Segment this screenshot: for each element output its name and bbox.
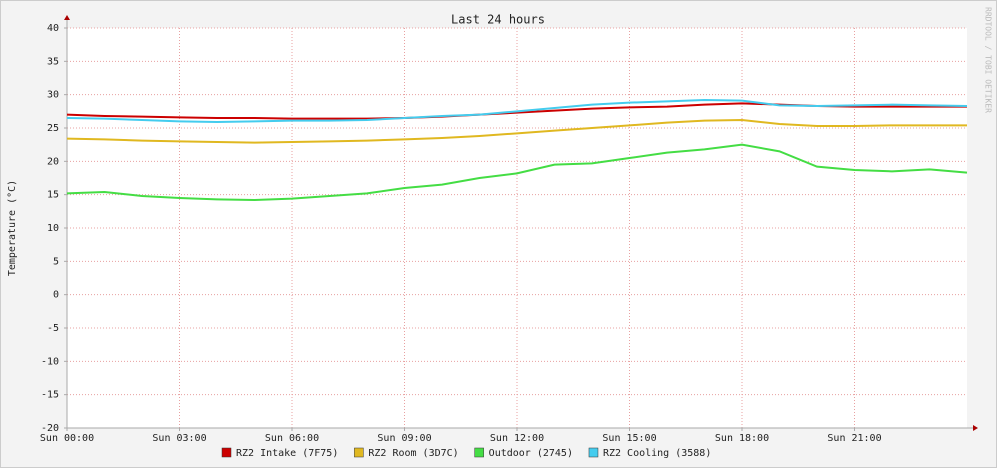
y-tick-label: 20 (47, 156, 59, 167)
y-axis-label: Temperature (°C) (7, 180, 18, 276)
legend-label: RZ2 Cooling (3588) (603, 448, 711, 459)
x-tick-label: Sun 15:00 (602, 433, 656, 444)
y-tick-label: -5 (47, 323, 59, 334)
y-tick-label: 40 (47, 23, 59, 34)
x-tick-label: Sun 21:00 (827, 433, 881, 444)
y-tick-label: 25 (47, 123, 59, 134)
series-line (66, 143, 968, 202)
y-tick-label: 30 (47, 90, 59, 101)
y-tick-label: -10 (41, 356, 59, 367)
legend-swatch (354, 447, 364, 458)
y-tick-label: -15 (41, 390, 59, 401)
chart-title: Last 24 hours (451, 13, 545, 27)
y-tick-label: -20 (41, 423, 59, 434)
x-tick-label: Sun 18:00 (715, 433, 769, 444)
x-tick-label: Sun 09:00 (377, 433, 431, 444)
y-tick-label: 0 (53, 290, 59, 301)
x-tick-label: Sun 00:00 (40, 433, 94, 444)
legend-swatch (221, 447, 232, 458)
legend-label: RZ2 Room (3D7C) (368, 448, 458, 459)
series-line (66, 118, 967, 144)
y-tick-label: 5 (53, 256, 59, 267)
x-tick-label: Sun 06:00 (265, 433, 319, 444)
axis-arrow (973, 425, 978, 431)
x-tick-label: Sun 03:00 (152, 433, 206, 444)
y-tick-label: 35 (47, 56, 59, 67)
x-tick-label: Sun 12:00 (490, 433, 544, 444)
legend-swatch (588, 447, 599, 458)
legend-label: Outdoor (2745) (489, 448, 573, 459)
legend-label: RZ2 Intake (7F75) (236, 448, 338, 459)
side-text: RRDTOOL / TOBI OETIKER (984, 7, 993, 113)
y-tick-label: 10 (47, 223, 59, 234)
series-line (66, 98, 968, 124)
axis-arrow (64, 15, 70, 20)
legend-swatch (474, 447, 484, 458)
y-tick-label: 15 (47, 190, 59, 201)
